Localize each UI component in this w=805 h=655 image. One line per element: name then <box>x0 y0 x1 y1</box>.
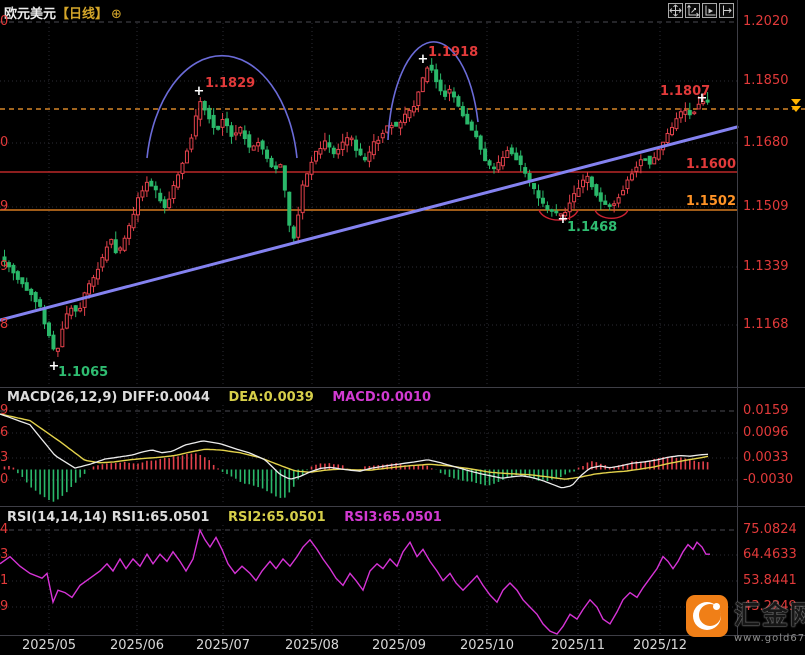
x-axis-month-label: 2025/06 <box>109 638 164 653</box>
left-axis-partial: 0 <box>0 135 9 150</box>
x-axis-month-label: 2025/12 <box>632 638 687 653</box>
macd-dea-value: DEA:0.0039 <box>228 390 314 405</box>
left-axis-partial: 3 <box>0 547 9 562</box>
rsi-axis-tick: 53.8441 <box>743 573 797 588</box>
macd-header: MACD(26,12,9) DIFF:0.0044 DEA:0.0039 MAC… <box>7 390 431 405</box>
x-axis-month-label: 2025/10 <box>459 638 514 653</box>
macd-title: MACD(26,12,9) <box>7 390 118 405</box>
macd-axis-tick: 0.0033 <box>743 450 789 465</box>
level-label: 1.1502 <box>685 194 736 209</box>
x-axis-month-label: 2025/11 <box>550 638 605 653</box>
x-axis-month-label: 2025/08 <box>284 638 339 653</box>
macd-axis-tick: 0.0096 <box>743 425 789 440</box>
price-marker: + <box>418 52 429 67</box>
left-axis-partial: 1 <box>0 573 9 588</box>
price-axis-tick: 1.1509 <box>743 199 789 214</box>
chart-title: 欧元美元【日线】 ⊕ <box>4 3 122 22</box>
left-axis-partial: 8 <box>0 317 9 332</box>
crosshair-move-icon <box>669 4 682 17</box>
macd-macd-value: MACD:0.0010 <box>332 390 432 405</box>
price-annotation: 1.1468 <box>567 220 618 235</box>
logo-name: 汇金网 <box>734 601 805 631</box>
macd-axis-tick: -0.0030 <box>743 472 794 487</box>
logo-url: www.gold678.com <box>734 633 805 644</box>
price-annotation: 1.1918 <box>428 45 479 60</box>
price-marker: + <box>49 359 60 374</box>
exit-right-button[interactable] <box>719 3 734 18</box>
price-axis-tick: 1.1850 <box>743 73 789 88</box>
axis-play-button[interactable] <box>702 3 717 18</box>
price-axis-tick: 1.1339 <box>743 259 789 274</box>
symbol-name: 欧元美元 <box>4 7 57 22</box>
exit-right-icon <box>723 5 732 16</box>
price-axis-tick: 1.1168 <box>743 317 789 332</box>
rsi-axis-tick: 43.2249 <box>743 599 797 614</box>
x-axis-month-label: 2025/07 <box>195 638 250 653</box>
price-marker: + <box>194 84 205 99</box>
price-marker: + <box>558 212 569 227</box>
left-axis-partial: 9 <box>0 599 9 614</box>
rsi-title: RSI(14,14,14) <box>7 510 108 525</box>
price-annotation: 1.1065 <box>58 365 109 380</box>
left-axis-partial: 9 <box>0 199 9 214</box>
chart-toolbar <box>668 3 734 18</box>
left-axis-partial: 4 <box>0 522 9 537</box>
left-axis-partial: 0 <box>0 472 9 487</box>
left-axis-partial: 9 <box>0 259 9 274</box>
rsi-header: RSI(14,14,14) RSI1:65.0501 RSI2:65.0501 … <box>7 510 442 525</box>
x-axis-month-label: 2025/09 <box>371 638 426 653</box>
price-axis-tick: 1.1680 <box>743 135 789 150</box>
gold678-logo-icon <box>686 595 728 637</box>
left-axis-partial: 6 <box>0 425 9 440</box>
macd-diff-value: DIFF:0.0044 <box>121 390 210 405</box>
left-axis-partial: 0 <box>0 14 9 29</box>
axis-zoom-button[interactable] <box>685 3 700 18</box>
rsi-axis-tick: 75.0824 <box>743 522 797 537</box>
left-axis-partial: 3 <box>0 450 9 465</box>
rsi-axis-tick: 64.4633 <box>743 547 797 562</box>
site-logo: 汇金网 www.gold678.com <box>686 595 805 644</box>
macd-axis-tick: 0.0159 <box>743 403 789 418</box>
rsi2-value: RSI2:65.0501 <box>227 510 326 525</box>
axis-zoom-icon <box>687 4 699 17</box>
period-label: 【日线】 <box>56 7 109 22</box>
rsi1-value: RSI1:65.0501 <box>111 510 210 525</box>
x-axis-month-label: 2025/05 <box>21 638 76 653</box>
rsi3-value: RSI3:65.0501 <box>344 510 442 525</box>
price-axis-tick: 1.2020 <box>743 14 789 29</box>
price-annotation: 1.1807 <box>660 84 711 99</box>
last-price-marker-icon <box>791 99 801 113</box>
price-marker: + <box>697 91 708 106</box>
level-label: 1.1600 <box>685 157 736 172</box>
price-annotation: 1.1829 <box>205 76 256 91</box>
add-indicator-icon[interactable]: ⊕ <box>111 7 122 22</box>
axis-play-icon <box>705 5 716 16</box>
left-axis-partial: 9 <box>0 403 9 418</box>
crosshair-move-button[interactable] <box>668 3 683 18</box>
